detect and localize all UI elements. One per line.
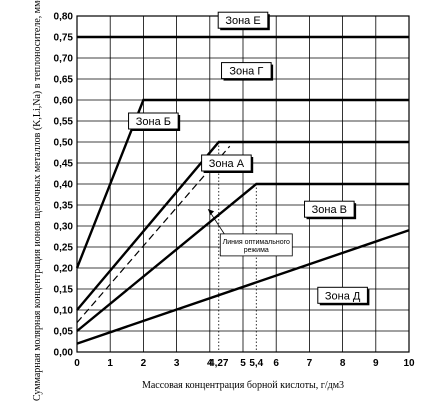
arrow-head-icon [208,209,215,216]
x-tick-label: 7 [307,358,313,369]
x-tick-label: 0 [74,358,80,369]
zone-label-box [217,11,269,29]
zone-label: Зона Г [221,62,274,81]
x-tick-label: 3 [174,358,180,369]
zone-label-text: Зона Е [225,15,260,27]
x-extra-tick-label: 5,4 [249,358,263,369]
zone-label-text: Зона В [312,204,347,216]
y-tick-label: 0,05 [54,327,74,338]
annotation-text: Линия оптимального режима [223,239,290,254]
y-tick-label: 0,65 [54,75,74,86]
zone-label-text: Зона Г [229,66,263,78]
zone-label: Зона Д [317,286,370,306]
x-tick-label: 9 [373,358,379,369]
y-tick-label: 0,35 [54,201,74,212]
x-tick-label: 2 [141,358,147,369]
zone-label-box [304,200,355,218]
y-tick-label: 0,10 [54,306,74,317]
y-tick-label: 0,60 [54,96,74,107]
zone-boundary-line-2 [75,98,409,269]
y-tick-label: 0,00 [54,348,74,359]
zone-label: Зона Е [217,11,270,31]
y-tick-label: 0,55 [54,117,74,128]
y-tick-label: 0,15 [54,285,74,296]
y-tick-label: 0,40 [54,180,74,191]
y-tick-label: 0,50 [54,138,74,149]
zone-label-text: Зона Б [136,116,171,128]
zone-label: Зона В [304,200,357,220]
x-tick-label: 8 [340,358,346,369]
x-tick-label: 1 [107,358,113,369]
zone-label-text: Зона Д [325,290,361,302]
annotation-line-2: режима [244,247,269,254]
x-tick-label: 6 [273,358,279,369]
x-tick-label: 5 [240,358,246,369]
x-axis-title: Массовая концентрация борной кислоты, г/… [142,380,344,391]
y-tick-label: 0,75 [54,33,74,44]
x-tick-label: 10 [403,358,415,369]
y-tick-label: 0,25 [54,243,74,254]
y-tick-label: 0,30 [54,222,74,233]
x-extra-tick-label: 4,27 [209,358,229,369]
labels: 0 1 2 3 4 5 6 7 8 9 10 0,00 0,05 0,10 0,15 0,20 0,25 0,30… [54,12,415,370]
zone-label-box [201,154,252,172]
optimal-regime-line [76,145,231,323]
y-tick-label: 0,45 [54,159,74,170]
x-tick-label: 4 [207,358,213,369]
zone-label-box [317,286,368,304]
zone-label: Зона Б [128,112,181,131]
zone-boundary-line-5 [76,229,410,345]
y-tick-label: 0,20 [54,264,74,275]
annotation-line-1: Линия оптимального [223,239,290,246]
y-tick-label: 0,80 [54,12,74,23]
zone-label-box [128,112,179,130]
y-axis-title: Суммарная молярная концентрация ионов ще… [32,0,43,401]
zone-label-text: Зона А [209,158,245,170]
optimal-regime-annotation: Линия оптимального режима [207,208,293,257]
series [75,35,410,345]
y-tick-label: 0,70 [54,54,74,65]
annotation-box [219,233,293,257]
zone-boundary-line-3 [76,140,409,311]
zone-boundary-line-4 [76,182,409,332]
zone-label: Зона А [201,154,254,173]
zone-label-box [221,62,272,80]
